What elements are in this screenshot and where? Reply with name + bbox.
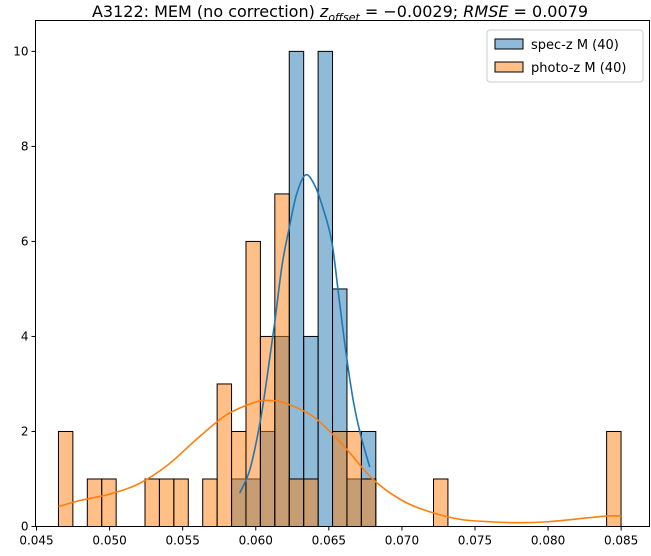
x-tick-label: 0.045 [19,534,53,548]
y-tick-label: 10 [13,44,28,58]
x-axis: 0.045 0.050 0.055 0.060 0.065 0.070 0.075 0.080… [19,526,638,548]
histogram-bar [606,430,622,528]
histogram-bar [231,430,247,528]
histogram-bar [216,383,233,527]
histogram-bar [303,478,319,527]
histogram-bar [433,478,449,527]
legend-label-spec-z: spec-z M (40) [531,38,619,53]
x-tick-label: 0.070 [385,534,419,548]
histogram-bar [202,478,218,527]
kde-curves [58,173,622,524]
y-tick-label: 8 [21,139,29,153]
histogram-bar [57,430,74,528]
histogram-bar [173,478,189,527]
title-z: z [319,2,329,21]
legend-label-photo-z: photo-z M (40) [531,61,626,76]
title-z-sub: offset [328,11,360,24]
legend-swatch-spec-z [494,38,524,50]
title-rmse: RMSE [463,2,509,21]
kde-line-1 [58,399,622,524]
title-rmse-value: = 0.0079 [508,2,588,21]
x-tick-label: 0.085 [604,534,638,548]
histogram-bar [360,478,377,527]
histogram-bar [274,193,290,527]
legend: spec-z M (40) photo-z M (40) [486,29,644,83]
legend-swatch-photo-z [494,61,524,73]
histogram-bar [245,240,261,528]
y-tick-label: 2 [21,424,29,438]
x-tick-label: 0.055 [165,534,199,548]
x-tick-label: 0.065 [312,534,346,548]
title-z-value: = −0.0029; [360,2,463,21]
histogram-bar [101,478,117,527]
histogram-bar [259,335,276,528]
histogram-bar [288,50,305,527]
y-axis: 0 2 4 6 8 10 [13,44,36,534]
y-tick-label: 4 [21,329,29,343]
x-tick-label: 0.060 [239,534,273,548]
kde-line-0 [238,173,371,494]
y-tick-label: 6 [21,234,29,248]
histogram-bar [332,430,348,528]
histogram-bar [158,478,175,527]
x-tick-label: 0.080 [531,534,565,548]
title-prefix: A3122: MEM (no correction) [92,2,320,21]
histogram-bar [288,478,305,527]
x-tick-label: 0.075 [458,534,492,548]
chart-title: A3122: MEM (no correction) zoffset = −0.… [92,2,588,24]
histogram-bar [86,478,103,527]
histogram-bar [144,478,160,527]
histogram-bar [346,430,362,528]
x-tick-label: 0.050 [92,534,126,548]
y-tick-label: 0 [21,520,29,534]
plot-frame [35,20,650,527]
histogram-bar [317,50,334,527]
